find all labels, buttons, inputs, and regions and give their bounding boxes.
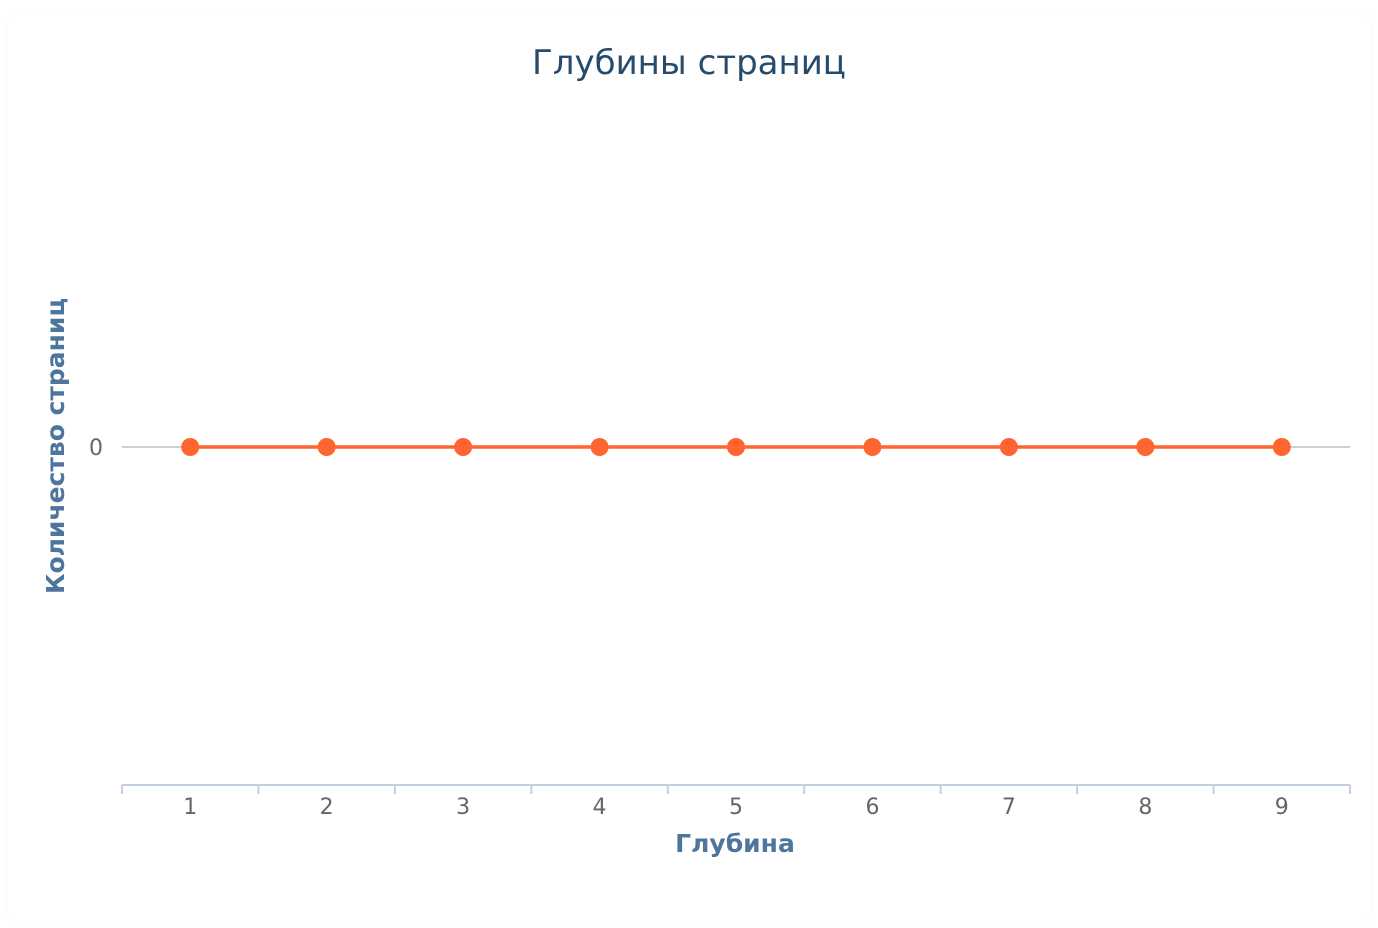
x-tick-label: 3	[456, 795, 470, 820]
data-point-8[interactable]	[1136, 438, 1155, 456]
x-tick-label: 5	[729, 795, 743, 820]
y-axis: 0	[89, 436, 103, 461]
x-tick-label: 1	[183, 795, 197, 820]
x-tick-label: 6	[865, 795, 879, 820]
x-tick-label: 2	[320, 795, 334, 820]
data-point-2[interactable]	[317, 438, 336, 456]
x-tick-label: 8	[1138, 795, 1152, 820]
data-point-5[interactable]	[727, 438, 745, 456]
data-point-9[interactable]	[1272, 438, 1291, 456]
x-axis-title: Глубина	[675, 829, 795, 858]
x-tick-label: 7	[1002, 795, 1016, 820]
y-axis-title: Количество страниц	[41, 298, 70, 594]
data-point-3[interactable]	[454, 438, 473, 456]
data-point-4[interactable]	[590, 438, 609, 456]
x-tick-label: 9	[1275, 795, 1289, 820]
chart-title: Глубины страниц	[532, 43, 846, 83]
x-tick-label: 4	[593, 795, 607, 820]
series-depth	[181, 438, 1291, 456]
x-axis: 1 2 3 4 5 6 7 8 9	[121, 784, 1351, 820]
data-point-7[interactable]	[999, 438, 1018, 456]
data-point-1[interactable]	[181, 438, 200, 456]
chart-card	[8, 14, 1370, 922]
data-point-6[interactable]	[863, 438, 882, 456]
y-tick-label: 0	[89, 436, 103, 461]
